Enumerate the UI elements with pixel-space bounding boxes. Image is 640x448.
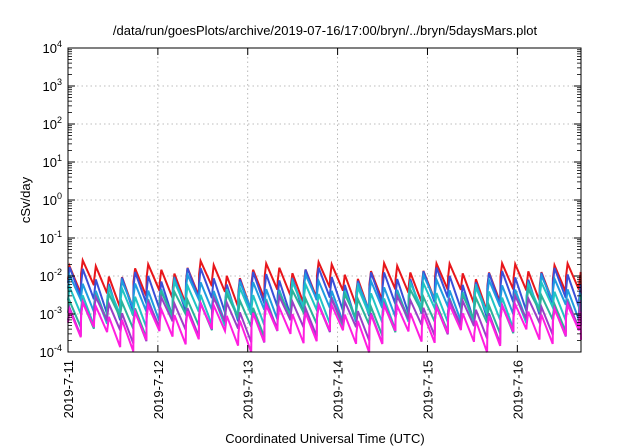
series-layer xyxy=(67,256,582,353)
y-tick-label: 10-3 xyxy=(40,305,62,322)
y-tick-label: 10-4 xyxy=(40,343,62,360)
x-tick-label: 2019-7-16 xyxy=(510,360,525,419)
x-axis: 2019-7-11 2019-7-12 2019-7-13 2019-7-14 2019… xyxy=(61,48,525,419)
x-tick-label: 2019-7-12 xyxy=(151,360,166,419)
y-tick-label: 104 xyxy=(43,39,62,56)
x-tick-label: 2019-7-14 xyxy=(331,360,346,419)
chart-title: /data/run/goesPlots/archive/2019-07-16/1… xyxy=(113,23,538,38)
y-tick-label: 10-1 xyxy=(40,229,62,246)
y-tick-label: 102 xyxy=(43,115,62,132)
y-axis-label: cSv/day xyxy=(18,176,33,223)
y-tick-label: 103 xyxy=(43,77,62,94)
x-tick-label: 2019-7-13 xyxy=(241,360,256,419)
y-tick-label: 10-2 xyxy=(40,267,62,284)
series-line xyxy=(67,298,582,353)
x-axis-label: Coordinated Universal Time (UTC) xyxy=(225,431,424,446)
x-tick-label: 2019-7-11 xyxy=(61,360,76,418)
series-line xyxy=(67,266,582,322)
x-tick-label: 2019-7-15 xyxy=(420,360,435,419)
y-tick-label: 101 xyxy=(43,153,62,170)
y-axis: 10-4 10-3 10-2 10-1 100 101 102 103 104 xyxy=(40,39,581,360)
y-tick-label: 100 xyxy=(43,191,62,208)
